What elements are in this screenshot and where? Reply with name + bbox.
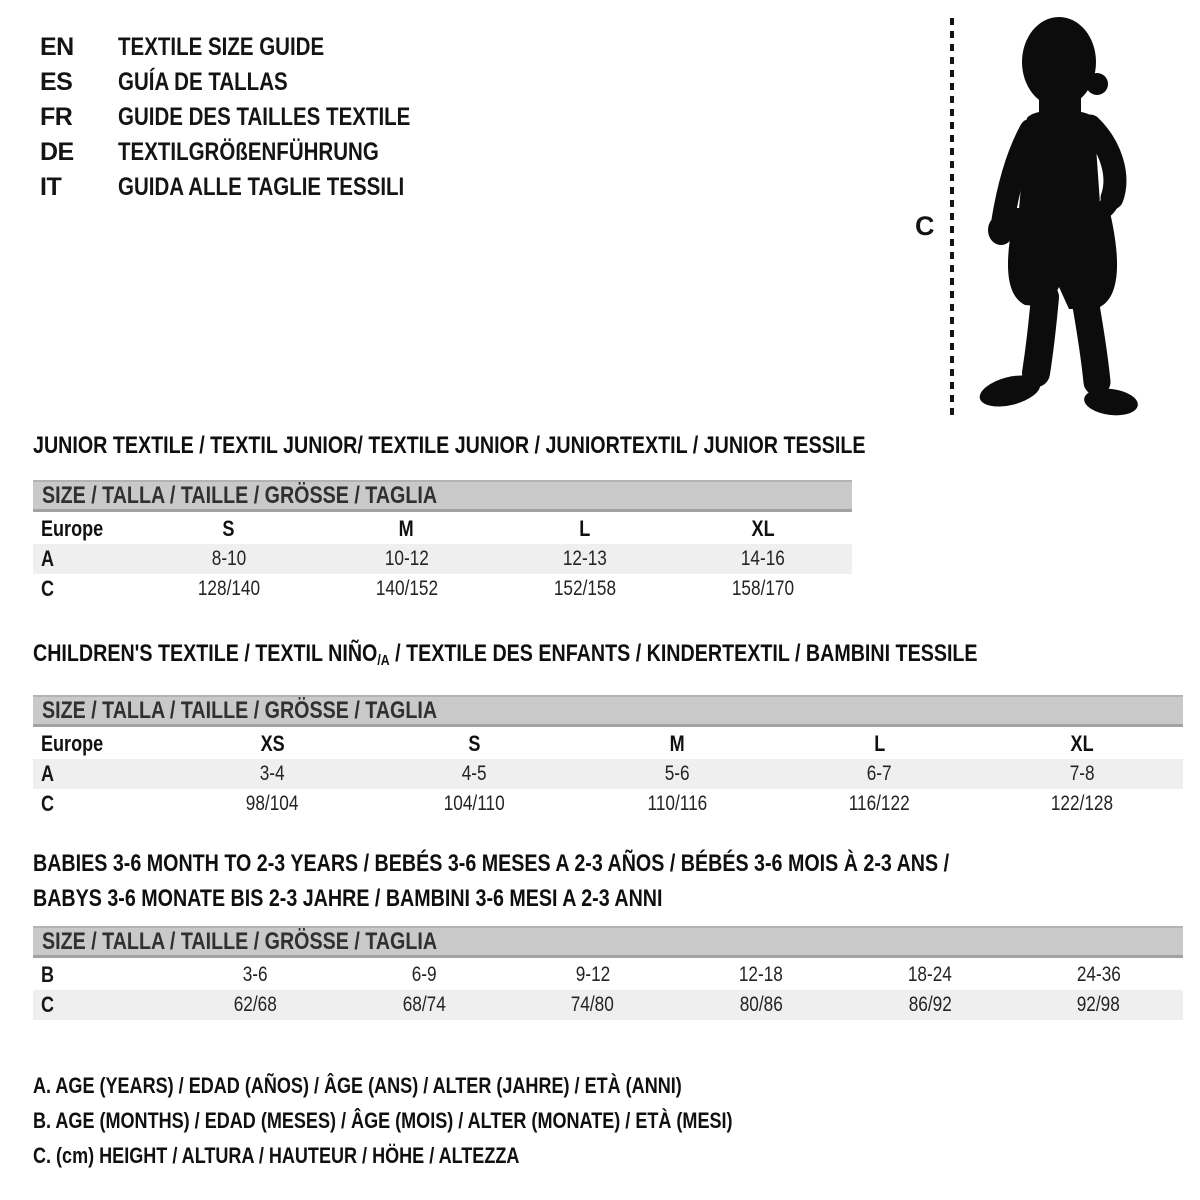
language-label: TEXTILGRÖßENFÜHRUNG [118,138,379,166]
value-cell: 3-4 [259,762,285,785]
language-row-it: IT GUIDA ALLE TAGLIE TESSILI [40,170,475,205]
language-row-de: DE TEXTILGRÖßENFÜHRUNG [40,135,475,170]
value-cell: 24-36 [1076,963,1121,986]
language-code: FR [40,103,73,131]
size-cell: XL [751,516,775,541]
gender-suffix: /A [377,652,390,669]
value-cell: 5-6 [664,762,690,785]
height-measure-line [950,18,954,420]
size-cell: XS [260,731,285,756]
language-code: DE [40,138,74,166]
language-label: GUÍA DE TALLAS [118,68,288,96]
size-table-header: SIZE / TALLA / TAILLE / GRÖSSE / TAGLIA [33,480,852,512]
table-row-age: A 8-10 10-12 12-13 14-16 [33,544,852,574]
value-cell: 14-16 [740,547,785,570]
size-cell: S [222,516,235,541]
section-title-line2: BABYS 3-6 MONATE BIS 2-3 JAHRE / BAMBINI… [33,885,663,912]
table-row-europe: Europe S M L XL [33,514,852,544]
row-label-cell: Europe [41,731,104,756]
value-cell: 158/170 [731,577,795,600]
language-label: TEXTILE SIZE GUIDE [118,33,325,61]
children-size-table: Europe XS S M L XL A 3-4 4-5 5-6 6-7 7-8… [33,729,1183,819]
babies-size-table: B 3-6 6-9 9-12 12-18 18-24 24-36 C 62/68… [33,960,1183,1020]
value-cell: 3-6 [242,963,268,986]
footnote-b: B. AGE (MONTHS) / EDAD (MESES) / ÂGE (MO… [33,1108,733,1133]
value-cell: 122/128 [1050,792,1113,815]
value-cell: 128/140 [197,577,260,600]
table-row-europe: Europe XS S M L XL [33,729,1183,759]
section-childrens-textile: CHILDREN'S TEXTILE / TEXTIL NIÑO/A / TEX… [33,642,1183,819]
row-label-cell: A [41,546,55,571]
value-cell: 86/92 [908,993,952,1016]
value-cell: 12-13 [562,547,607,570]
row-label-cell: B [41,962,55,987]
section-title: JUNIOR TEXTILE / TEXTIL JUNIOR/ TEXTILE … [33,432,866,459]
table-row-height: C 98/104 104/110 110/116 116/122 122/128 [33,789,1183,819]
legend-footnotes: A. AGE (YEARS) / EDAD (AÑOS) / ÂGE (ANS)… [33,1068,886,1173]
height-figure: C [905,8,1185,438]
value-cell: 74/80 [571,993,615,1016]
value-cell: 98/104 [245,792,299,815]
value-cell: 92/98 [1077,993,1121,1016]
row-label-cell: C [41,791,55,816]
value-cell: 110/116 [647,792,707,815]
footnote-a: A. AGE (YEARS) / EDAD (AÑOS) / ÂGE (ANS)… [33,1073,682,1098]
size-table-header: SIZE / TALLA / TAILLE / GRÖSSE / TAGLIA [33,695,1183,727]
language-code: EN [40,33,74,61]
value-cell: 104/110 [444,792,506,815]
value-cell: 152/158 [553,577,616,600]
row-label-cell: C [41,576,55,601]
language-code: IT [40,173,62,201]
section-title-line1: BABIES 3-6 MONTH TO 2-3 YEARS / BEBÉS 3-… [33,850,950,877]
section-junior-textile: JUNIOR TEXTILE / TEXTIL JUNIOR/ TEXTILE … [33,432,866,604]
footnote-c: C. (cm) HEIGHT / ALTURA / HAUTEUR / HÖHE… [33,1143,520,1168]
table-row-height: C 62/68 68/74 74/80 80/86 86/92 92/98 [33,990,1183,1020]
size-cell: M [399,516,415,541]
row-label-cell: C [41,992,55,1017]
section-babies-textile: BABIES 3-6 MONTH TO 2-3 YEARS / BEBÉS 3-… [33,846,1183,1020]
size-cell: L [579,516,591,541]
value-cell: 18-24 [907,963,952,986]
language-code: ES [40,68,73,96]
value-cell: 62/68 [233,993,277,1016]
section-title: CHILDREN'S TEXTILE / TEXTIL NIÑO/A / TEX… [33,640,978,670]
language-label: GUIDE DES TAILLES TEXTILE [118,103,411,131]
height-measure-label: C [915,211,935,241]
value-cell: 116/122 [848,792,910,815]
row-label-cell: Europe [41,516,104,541]
value-cell: 12-18 [739,963,784,986]
language-row-fr: FR GUIDE DES TAILLES TEXTILE [40,100,475,135]
table-row-height: C 128/140 140/152 152/158 158/170 [33,574,852,604]
value-cell: 80/86 [739,993,783,1016]
size-table-header: SIZE / TALLA / TAILLE / GRÖSSE / TAGLIA [33,926,1183,958]
table-row-months: B 3-6 6-9 9-12 12-18 18-24 24-36 [33,960,1183,990]
value-cell: 68/74 [402,993,446,1016]
value-cell: 6-9 [411,963,437,986]
language-row-en: EN TEXTILE SIZE GUIDE [40,30,475,65]
language-title-list: EN TEXTILE SIZE GUIDE ES GUÍA DE TALLAS … [40,30,475,205]
value-cell: 4-5 [462,762,488,785]
value-cell: 8-10 [211,547,246,570]
value-cell: 7-8 [1069,762,1095,785]
table-row-age: A 3-4 4-5 5-6 6-7 7-8 [33,759,1183,789]
size-cell: M [669,731,685,756]
value-cell: 140/152 [375,577,438,600]
value-cell: 9-12 [575,963,610,986]
size-cell: L [873,731,885,756]
junior-size-table: Europe S M L XL A 8-10 10-12 12-13 14-16… [33,514,852,604]
toddler-silhouette-icon [979,17,1138,416]
value-cell: 6-7 [866,762,892,785]
row-label-cell: A [41,761,55,786]
language-row-es: ES GUÍA DE TALLAS [40,65,475,100]
size-cell: XL [1070,731,1094,756]
size-cell: S [468,731,481,756]
language-label: GUIDA ALLE TAGLIE TESSILI [118,173,405,201]
value-cell: 10-12 [384,547,429,570]
